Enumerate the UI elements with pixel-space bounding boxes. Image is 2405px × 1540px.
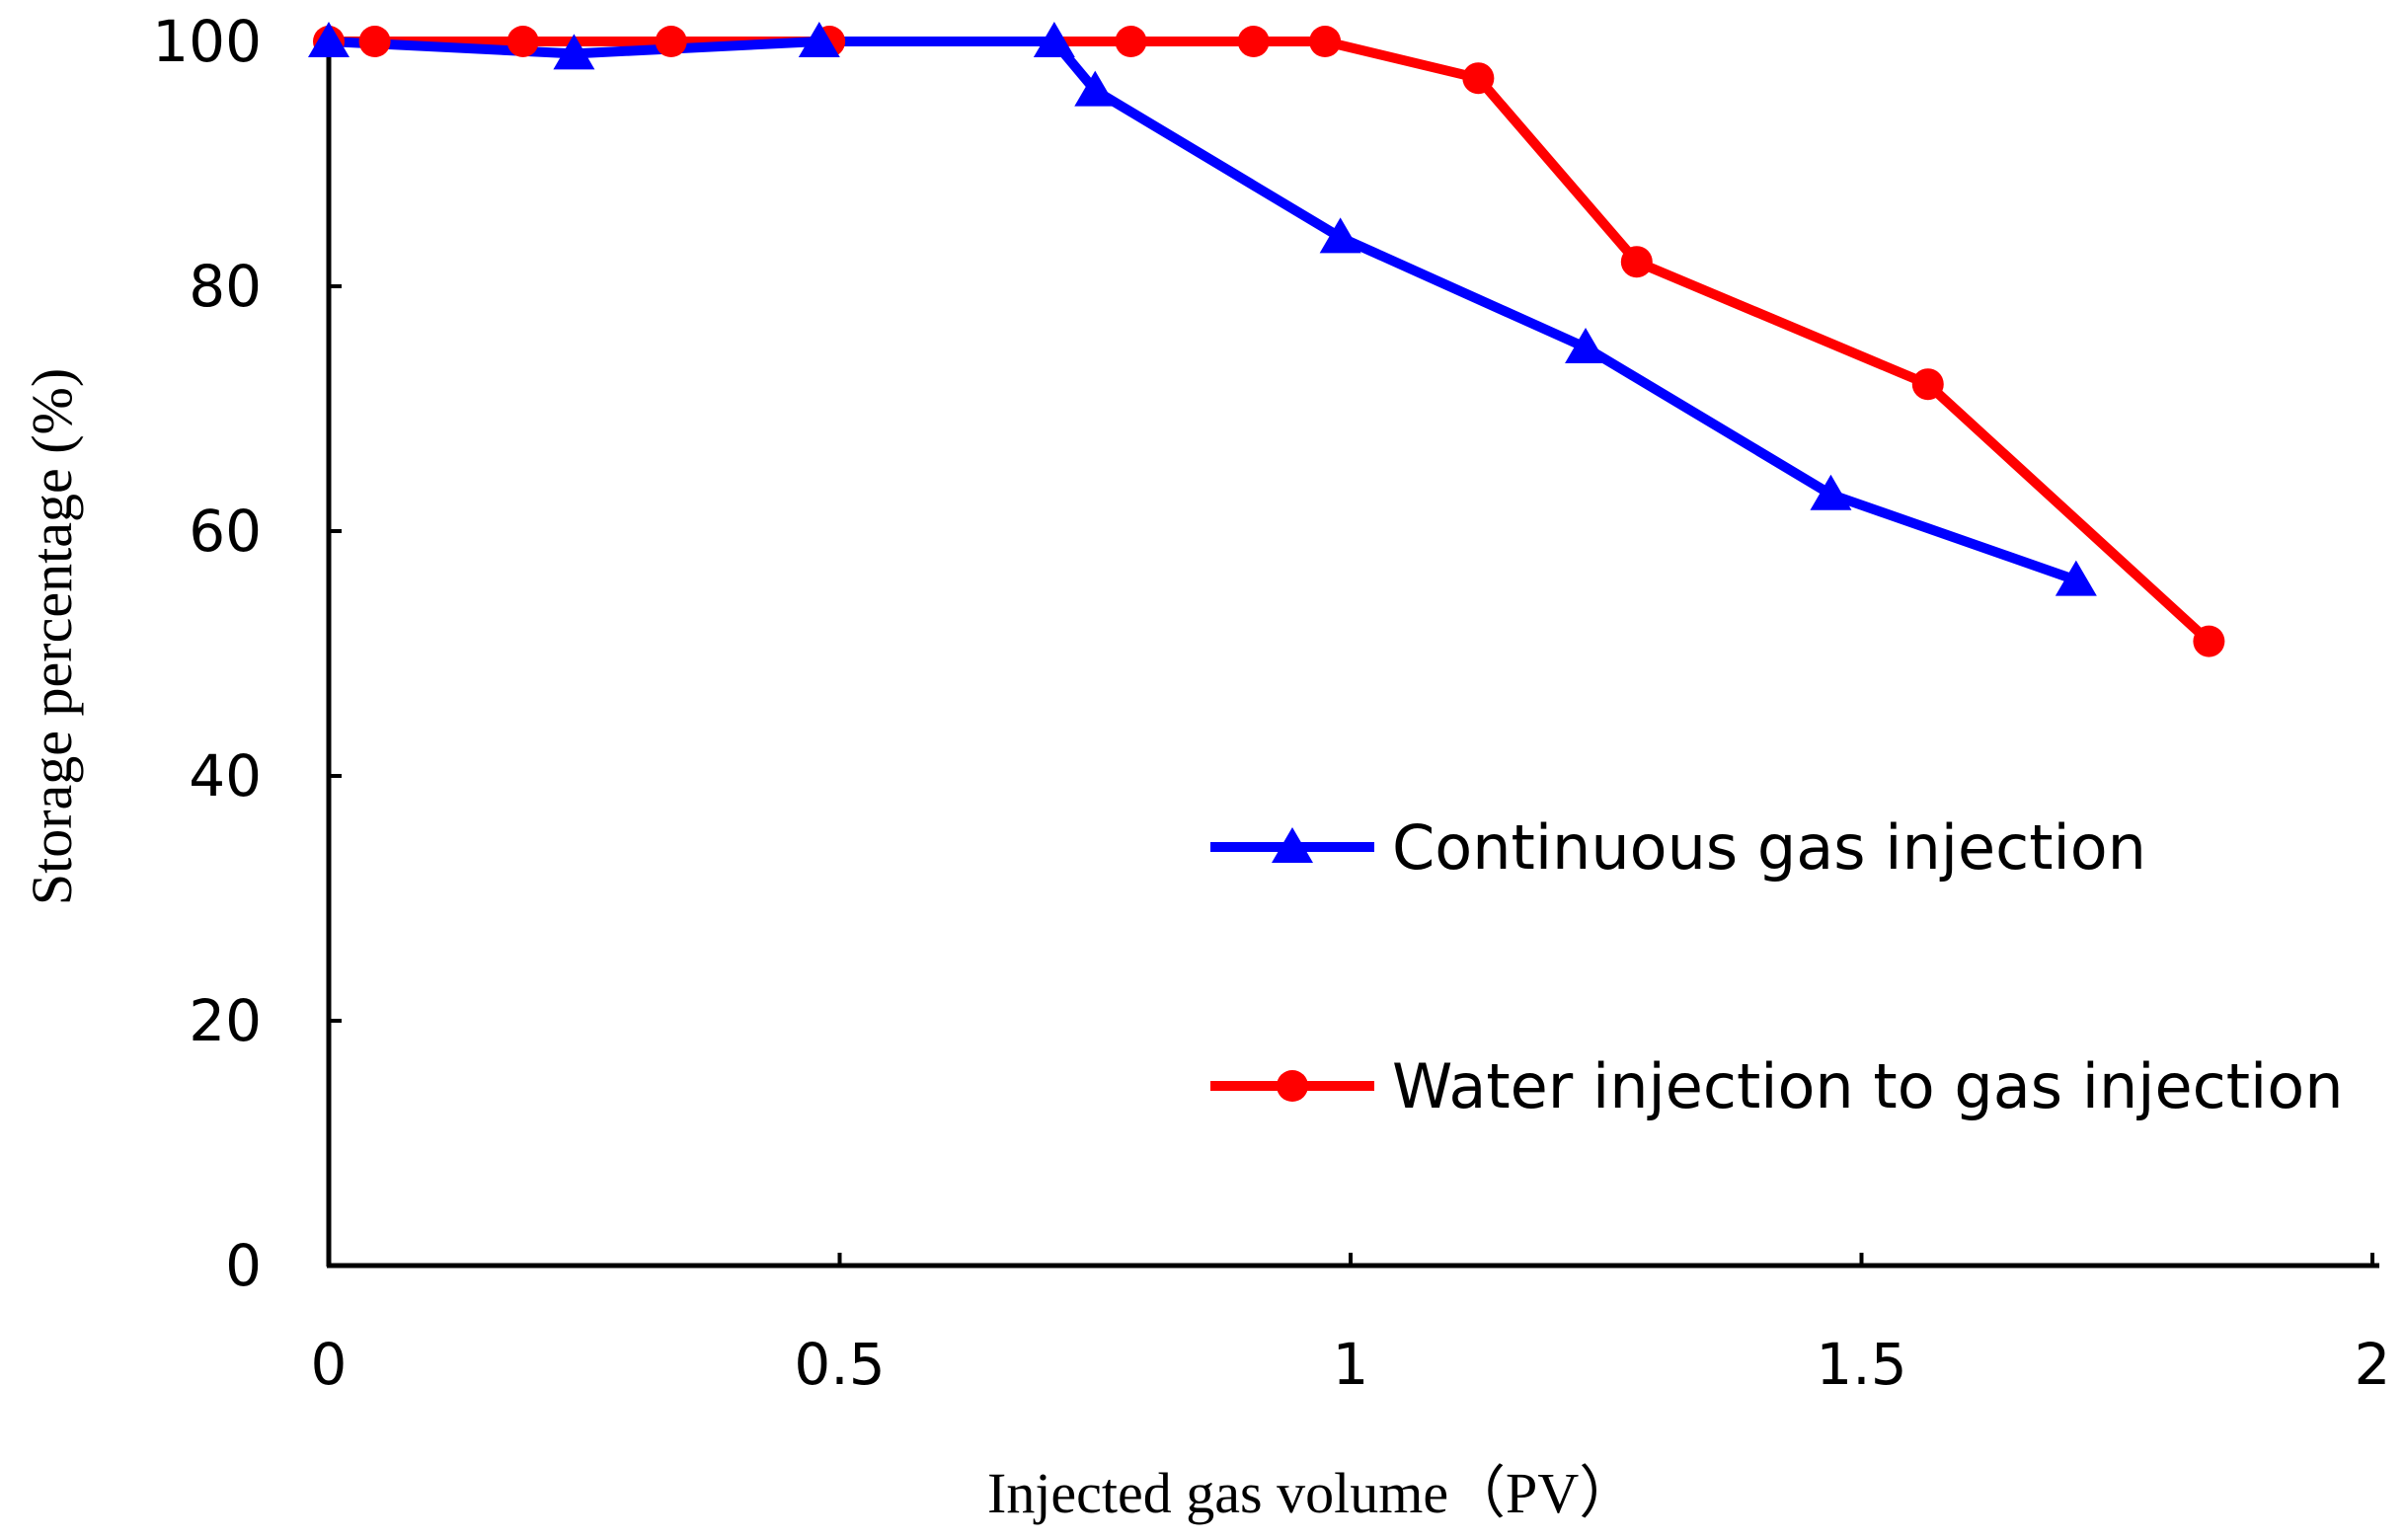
legend-marker-water [1277,1070,1308,1102]
series-lines [324,37,2214,647]
x-tick-label: 0 [311,1331,348,1398]
continuous-data-point [553,34,595,70]
y-tick-label: 20 [189,987,262,1054]
continuous-data-point [798,22,840,57]
series-line-water [324,37,2214,647]
water-data-point [2193,625,2225,657]
legend: Continuous gas injection Water injection … [1210,811,2343,1122]
water-data-point [655,26,687,57]
continuous-data-point [1074,70,1117,107]
series-line-continuous [324,37,2081,585]
x-tick-label: 1 [1333,1331,1369,1398]
water-data-point [1620,246,1653,278]
water-data-point [1237,26,1270,57]
y-tick-label: 100 [152,8,262,75]
x-tick-label: 2 [2355,1331,2391,1398]
continuous-data-point [1565,328,1607,363]
continuous-data-point [308,22,349,57]
y-axis-title: Storage percentage (%) [20,368,84,905]
axes [326,41,2379,1269]
x-axis-title: Injected gas volume（PV） [987,1461,1636,1525]
continuous-data-point [2055,560,2097,596]
y-tick-label: 80 [189,253,262,320]
legend-label-water: Water injection to gas injection [1392,1050,2343,1122]
water-data-point [1309,26,1342,57]
water-data-point [1911,368,1944,401]
continuous-data-point [1810,474,1852,510]
x-tick-label: 0.5 [794,1331,885,1398]
y-tick-label: 0 [225,1232,262,1299]
legend-label-continuous: Continuous gas injection [1392,811,2146,884]
x-tick-label: 1.5 [1816,1331,1906,1398]
water-data-point [1462,62,1495,95]
continuous-data-point [1319,217,1361,254]
water-data-point [358,26,391,57]
y-tick-label: 60 [189,498,262,565]
water-data-point [506,26,539,57]
legend-marker-continuous [1272,827,1313,863]
y-tick-label: 40 [189,742,262,809]
series-markers [308,22,2225,657]
continuous-data-point [1033,22,1075,57]
water-data-point [1115,26,1147,57]
